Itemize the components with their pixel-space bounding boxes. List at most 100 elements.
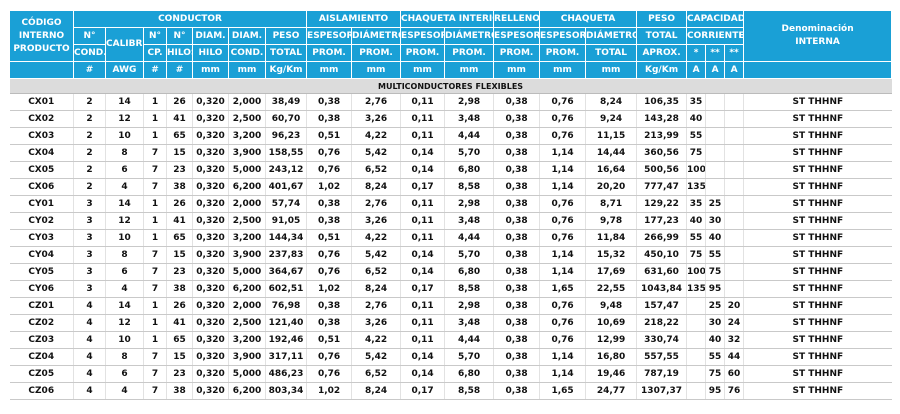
unit-cell: mm bbox=[306, 61, 353, 79]
table-cell: 143,28 bbox=[636, 110, 688, 128]
table-row: CY02 3 12 1 41 0,320 2,500 91,05 0,38 3,26 0,11 3,4… bbox=[9, 212, 892, 230]
table-cell: 0,320 bbox=[192, 382, 229, 400]
table-cell: 0,320 bbox=[192, 263, 229, 281]
table-cell: 3,48 bbox=[444, 110, 495, 128]
table-cell: 330,74 bbox=[636, 331, 688, 349]
denomination-cell: ST THHNF bbox=[743, 382, 892, 400]
table-cell bbox=[686, 331, 707, 349]
header-aislamiento: AISLAMIENTO bbox=[306, 10, 402, 28]
table-cell: 3 bbox=[73, 195, 106, 213]
table-cell: 237,83 bbox=[265, 246, 308, 264]
table-cell: 787,19 bbox=[636, 365, 688, 383]
unit-cell: mm bbox=[585, 61, 638, 79]
table-cell: 557,55 bbox=[636, 348, 688, 366]
table-cell: 0,320 bbox=[192, 93, 229, 111]
table-row: CY01 3 14 1 26 0,320 2,000 57,74 0,38 2,76 0,11 2,9… bbox=[9, 195, 892, 213]
table-cell: 15,32 bbox=[585, 246, 638, 264]
table-cell: 6,80 bbox=[444, 365, 495, 383]
denomination-cell: ST THHNF bbox=[743, 246, 892, 264]
table-cell: 8,58 bbox=[444, 382, 495, 400]
table-cell: 0,11 bbox=[400, 331, 446, 349]
cable-spec-table: CÓDIGO INTERNO PRODUCTO CONDUCTOR AISLAM… bbox=[9, 10, 893, 400]
table-cell: 1 bbox=[143, 127, 167, 145]
table-row: CZ03 4 10 1 65 0,320 3,200 192,46 0,51 4,22 0,11 4,… bbox=[9, 331, 892, 349]
table-cell: 3 bbox=[73, 280, 106, 298]
table-cell: 121,40 bbox=[265, 314, 308, 332]
table-cell: 0,76 bbox=[306, 161, 353, 179]
table-cell: 0,38 bbox=[493, 144, 541, 162]
table-cell: 6,52 bbox=[351, 161, 402, 179]
denomination-cell: ST THHNF bbox=[743, 297, 892, 315]
product-code-cell: CY01 bbox=[9, 195, 74, 213]
table-cell: 4,44 bbox=[444, 127, 495, 145]
product-code-cell: CY04 bbox=[9, 246, 74, 264]
table-cell: 5,000 bbox=[228, 263, 266, 281]
header-sub: PESO bbox=[264, 27, 308, 45]
header-peso: PESO bbox=[636, 10, 688, 28]
table-cell bbox=[686, 365, 707, 383]
table-cell: 1 bbox=[143, 297, 167, 315]
table-cell: 11,15 bbox=[585, 127, 638, 145]
table-cell: 1 bbox=[143, 331, 167, 349]
table-cell: 6 bbox=[105, 161, 144, 179]
table-cell: 7 bbox=[143, 382, 167, 400]
table-cell: 0,14 bbox=[400, 144, 446, 162]
table-cell: 1 bbox=[143, 195, 167, 213]
product-code-cell: CX05 bbox=[9, 161, 74, 179]
table-cell: 177,23 bbox=[636, 212, 688, 230]
table-cell: 3,900 bbox=[228, 144, 266, 162]
table-cell: 0,38 bbox=[493, 229, 541, 247]
table-cell: 40 bbox=[686, 212, 707, 230]
header-row-2: N° CALIBRE N° N° DIAM. DIAM. PESO ESPESO… bbox=[10, 27, 892, 62]
table-cell: 3 bbox=[73, 263, 106, 281]
table-cell: 0,76 bbox=[306, 263, 353, 281]
table-cell: 55 bbox=[686, 229, 707, 247]
header-sub: PROM. bbox=[539, 44, 587, 62]
header-relleno: RELLENO bbox=[493, 10, 541, 28]
table-cell: 6 bbox=[105, 365, 144, 383]
header-chaqueta: CHAQUETA bbox=[539, 10, 638, 28]
table-cell: 6,80 bbox=[444, 263, 495, 281]
table-cell: 3,26 bbox=[351, 110, 402, 128]
table-cell: 5,000 bbox=[228, 365, 266, 383]
table-cell: 3,48 bbox=[444, 212, 495, 230]
table-cell: 75 bbox=[705, 263, 726, 281]
table-cell: 266,99 bbox=[636, 229, 688, 247]
table-cell: 0,38 bbox=[493, 93, 541, 111]
table-cell: 26 bbox=[166, 195, 193, 213]
header-sub: N° bbox=[143, 27, 167, 45]
table-cell: 0,320 bbox=[192, 348, 229, 366]
table-cell: 30 bbox=[705, 314, 726, 332]
table-cell: 0,320 bbox=[192, 178, 229, 196]
table-row: CZ01 4 14 1 26 0,320 2,000 76,98 0,38 2,76 0,11 2,9… bbox=[9, 297, 892, 315]
denomination-cell: ST THHNF bbox=[743, 314, 892, 332]
table-cell bbox=[705, 127, 726, 145]
table-cell: 1,14 bbox=[539, 144, 587, 162]
table-cell bbox=[724, 229, 745, 247]
table-cell: 3,200 bbox=[228, 331, 266, 349]
unit-cell: mm bbox=[228, 61, 266, 79]
table-cell: 2,76 bbox=[351, 195, 402, 213]
product-code-cell: CY02 bbox=[9, 212, 74, 230]
table-cell: 41 bbox=[166, 110, 193, 128]
table-cell: 60,70 bbox=[265, 110, 308, 128]
table-cell: 38 bbox=[166, 280, 193, 298]
table-cell: 6,80 bbox=[444, 161, 495, 179]
table-cell: 6,200 bbox=[228, 178, 266, 196]
table-header: CÓDIGO INTERNO PRODUCTO CONDUCTOR AISLAM… bbox=[9, 10, 893, 79]
table-cell: 1,14 bbox=[539, 178, 587, 196]
product-code-cell: CX01 bbox=[9, 93, 74, 111]
table-cell: 135 bbox=[686, 178, 707, 196]
table-cell: 0,38 bbox=[306, 195, 353, 213]
denomination-cell: ST THHNF bbox=[743, 365, 892, 383]
table-cell: 364,67 bbox=[265, 263, 308, 281]
table-cell: 75 bbox=[686, 144, 707, 162]
header-sub: PROM. bbox=[351, 44, 402, 62]
table-cell: 7 bbox=[143, 246, 167, 264]
product-code-cell: CX03 bbox=[9, 127, 74, 145]
table-cell: 17,69 bbox=[585, 263, 638, 281]
table-cell: 0,320 bbox=[192, 212, 229, 230]
product-code-cell: CZ04 bbox=[9, 348, 74, 366]
table-cell: 14 bbox=[105, 195, 144, 213]
table-cell: 1,14 bbox=[539, 161, 587, 179]
